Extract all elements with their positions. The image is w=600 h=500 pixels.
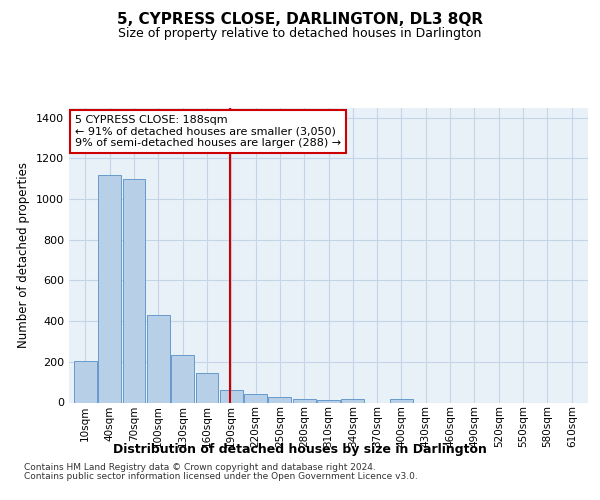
Bar <box>98 174 121 402</box>
Bar <box>268 398 291 402</box>
Text: Size of property relative to detached houses in Darlington: Size of property relative to detached ho… <box>118 28 482 40</box>
Bar <box>244 394 267 402</box>
Bar <box>147 315 170 402</box>
Bar <box>317 400 340 402</box>
Bar <box>293 400 316 402</box>
Y-axis label: Number of detached properties: Number of detached properties <box>17 162 31 348</box>
Text: 5, CYPRESS CLOSE, DARLINGTON, DL3 8QR: 5, CYPRESS CLOSE, DARLINGTON, DL3 8QR <box>117 12 483 28</box>
Bar <box>196 373 218 402</box>
Bar <box>171 354 194 403</box>
Text: Contains public sector information licensed under the Open Government Licence v3: Contains public sector information licen… <box>24 472 418 481</box>
Text: Distribution of detached houses by size in Darlington: Distribution of detached houses by size … <box>113 442 487 456</box>
Text: 5 CYPRESS CLOSE: 188sqm
← 91% of detached houses are smaller (3,050)
9% of semi-: 5 CYPRESS CLOSE: 188sqm ← 91% of detache… <box>75 115 341 148</box>
Bar <box>390 400 413 402</box>
Bar <box>122 178 145 402</box>
Bar <box>341 400 364 402</box>
Text: Contains HM Land Registry data © Crown copyright and database right 2024.: Contains HM Land Registry data © Crown c… <box>24 464 376 472</box>
Bar <box>220 390 242 402</box>
Bar <box>74 361 97 403</box>
